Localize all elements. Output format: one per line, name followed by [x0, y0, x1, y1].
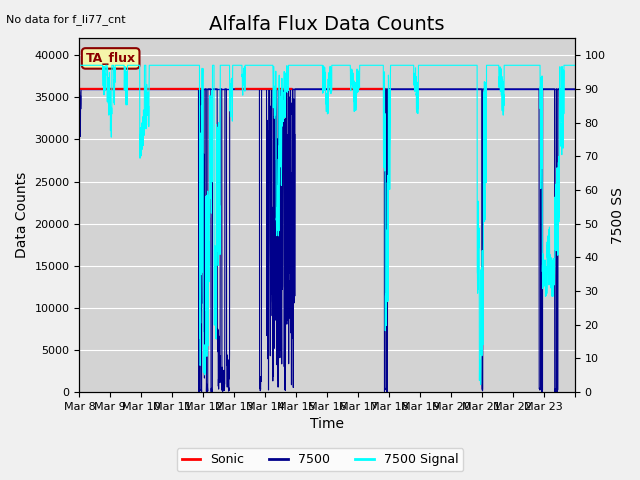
- Text: No data for f_li77_cnt: No data for f_li77_cnt: [6, 14, 126, 25]
- Legend: Sonic, 7500, 7500 Signal: Sonic, 7500, 7500 Signal: [177, 448, 463, 471]
- Text: TA_flux: TA_flux: [86, 52, 136, 65]
- Title: Alfalfa Flux Data Counts: Alfalfa Flux Data Counts: [209, 15, 445, 34]
- Y-axis label: 7500 SS: 7500 SS: [611, 187, 625, 244]
- X-axis label: Time: Time: [310, 418, 344, 432]
- Y-axis label: Data Counts: Data Counts: [15, 172, 29, 258]
